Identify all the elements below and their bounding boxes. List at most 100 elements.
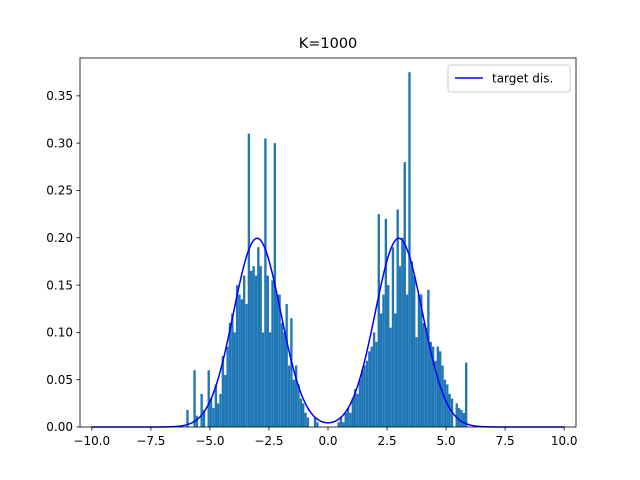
histogram-bar xyxy=(358,379,362,427)
histogram-bar xyxy=(446,384,449,427)
histogram-bar xyxy=(448,393,451,427)
histogram-bar xyxy=(297,384,300,427)
histogram-bar xyxy=(372,332,376,427)
histogram-bar xyxy=(231,313,234,427)
histogram-bar xyxy=(283,332,286,427)
histogram-bar xyxy=(276,294,279,427)
histogram-bar xyxy=(361,370,364,427)
histogram-bar xyxy=(368,351,371,427)
x-tick-label: −10.0 xyxy=(73,434,110,448)
histogram-bar xyxy=(306,417,310,427)
histogram-bar xyxy=(245,304,248,427)
histogram-bar xyxy=(224,374,227,427)
histogram-bar xyxy=(337,422,340,427)
histogram-bar xyxy=(420,294,423,427)
histogram-bar xyxy=(394,313,397,427)
x-tick-label: −7.5 xyxy=(136,434,165,448)
histogram-bar xyxy=(313,417,317,427)
histogram-bar xyxy=(431,346,435,427)
histogram-bar xyxy=(235,285,239,427)
histogram-bar xyxy=(363,365,366,427)
y-tick-label: 0.20 xyxy=(46,231,73,245)
histogram-bar xyxy=(271,280,274,427)
histogram-bar xyxy=(434,360,437,427)
y-tick-label: 0.30 xyxy=(46,136,73,150)
legend-box xyxy=(447,64,571,93)
histogram-bar xyxy=(351,398,354,427)
histogram-bar xyxy=(342,422,345,427)
histogram-bar xyxy=(398,266,402,427)
histogram-bar xyxy=(216,403,220,427)
histogram-bar xyxy=(242,275,246,427)
histogram-bar xyxy=(424,327,428,427)
histogram-bar xyxy=(401,237,404,427)
histogram-bar xyxy=(344,412,347,427)
histogram-bar xyxy=(389,327,392,427)
histogram-bar xyxy=(417,294,421,427)
y-tick-label: 0.10 xyxy=(46,326,73,340)
histogram-bar xyxy=(280,322,284,427)
histogram-bar xyxy=(304,412,307,427)
histogram-bar xyxy=(316,422,319,427)
histogram-bar xyxy=(212,408,215,427)
histogram-bar xyxy=(408,72,411,427)
histogram-bar xyxy=(268,332,272,427)
histogram-bar xyxy=(370,346,373,427)
histogram-bar xyxy=(339,417,343,427)
histogram-bar xyxy=(261,332,265,427)
histogram-bar xyxy=(290,318,293,427)
y-tick-label: 0.05 xyxy=(46,373,73,387)
histogram-bar xyxy=(403,162,406,427)
x-tick-label: 0.0 xyxy=(318,434,337,448)
histogram-bar xyxy=(356,393,359,427)
histogram-bar xyxy=(365,360,369,427)
histogram-bar xyxy=(200,393,203,427)
histogram-bar xyxy=(349,412,352,427)
y-axis-ticks: 0.00 0.05 0.10 0.15 0.20 0.25 0.30 0.35 xyxy=(46,89,80,434)
histogram-bar xyxy=(396,209,399,427)
histogram-bar xyxy=(377,214,380,427)
histogram-bar xyxy=(238,294,241,427)
histogram-bar xyxy=(247,133,251,427)
histogram-bar xyxy=(375,341,378,427)
histogram-bar xyxy=(384,218,388,427)
histogram-bar xyxy=(346,408,350,427)
histogram-bar xyxy=(302,403,305,427)
legend-label: target dis. xyxy=(492,72,553,86)
histogram-bar xyxy=(195,415,199,427)
histogram-bar xyxy=(413,275,416,427)
y-tick-label: 0.15 xyxy=(46,278,73,292)
histogram-bar xyxy=(415,337,418,427)
histogram-bar xyxy=(186,409,189,427)
histogram-bar xyxy=(264,138,267,428)
histogram-bar xyxy=(214,384,217,427)
histogram-bar xyxy=(294,365,298,427)
histogram-bar xyxy=(441,365,444,427)
plot-frame xyxy=(79,57,577,428)
histogram-bar xyxy=(221,356,225,427)
x-tick-label: 2.5 xyxy=(378,434,397,448)
y-tick-label: 0.00 xyxy=(46,420,73,434)
histogram-bar xyxy=(193,370,196,427)
histogram-bar xyxy=(240,299,243,427)
x-tick-label: 5.0 xyxy=(437,434,456,448)
histogram-bar xyxy=(422,322,425,427)
histogram-bar xyxy=(429,341,432,427)
histogram-bar xyxy=(443,379,447,427)
histogram-bar xyxy=(462,412,465,427)
histogram-bar xyxy=(460,409,463,427)
histogram-bar xyxy=(254,275,258,427)
histogram-bar xyxy=(266,275,269,427)
histogram-bar xyxy=(391,247,395,427)
histogram-bar xyxy=(278,294,281,427)
legend: target dis. xyxy=(447,64,571,93)
x-axis-ticks: −10.0 −7.5 −5.0 −2.5 0.0 2.5 5.0 7.5 10.0 xyxy=(73,427,578,448)
histogram-bar xyxy=(299,398,303,427)
y-tick-label: 0.25 xyxy=(46,184,73,198)
histogram-bar xyxy=(382,294,385,427)
histogram-bar xyxy=(257,247,260,427)
histogram-bar xyxy=(353,389,357,427)
histogram-bar xyxy=(379,313,383,427)
histogram-bar xyxy=(464,362,468,427)
